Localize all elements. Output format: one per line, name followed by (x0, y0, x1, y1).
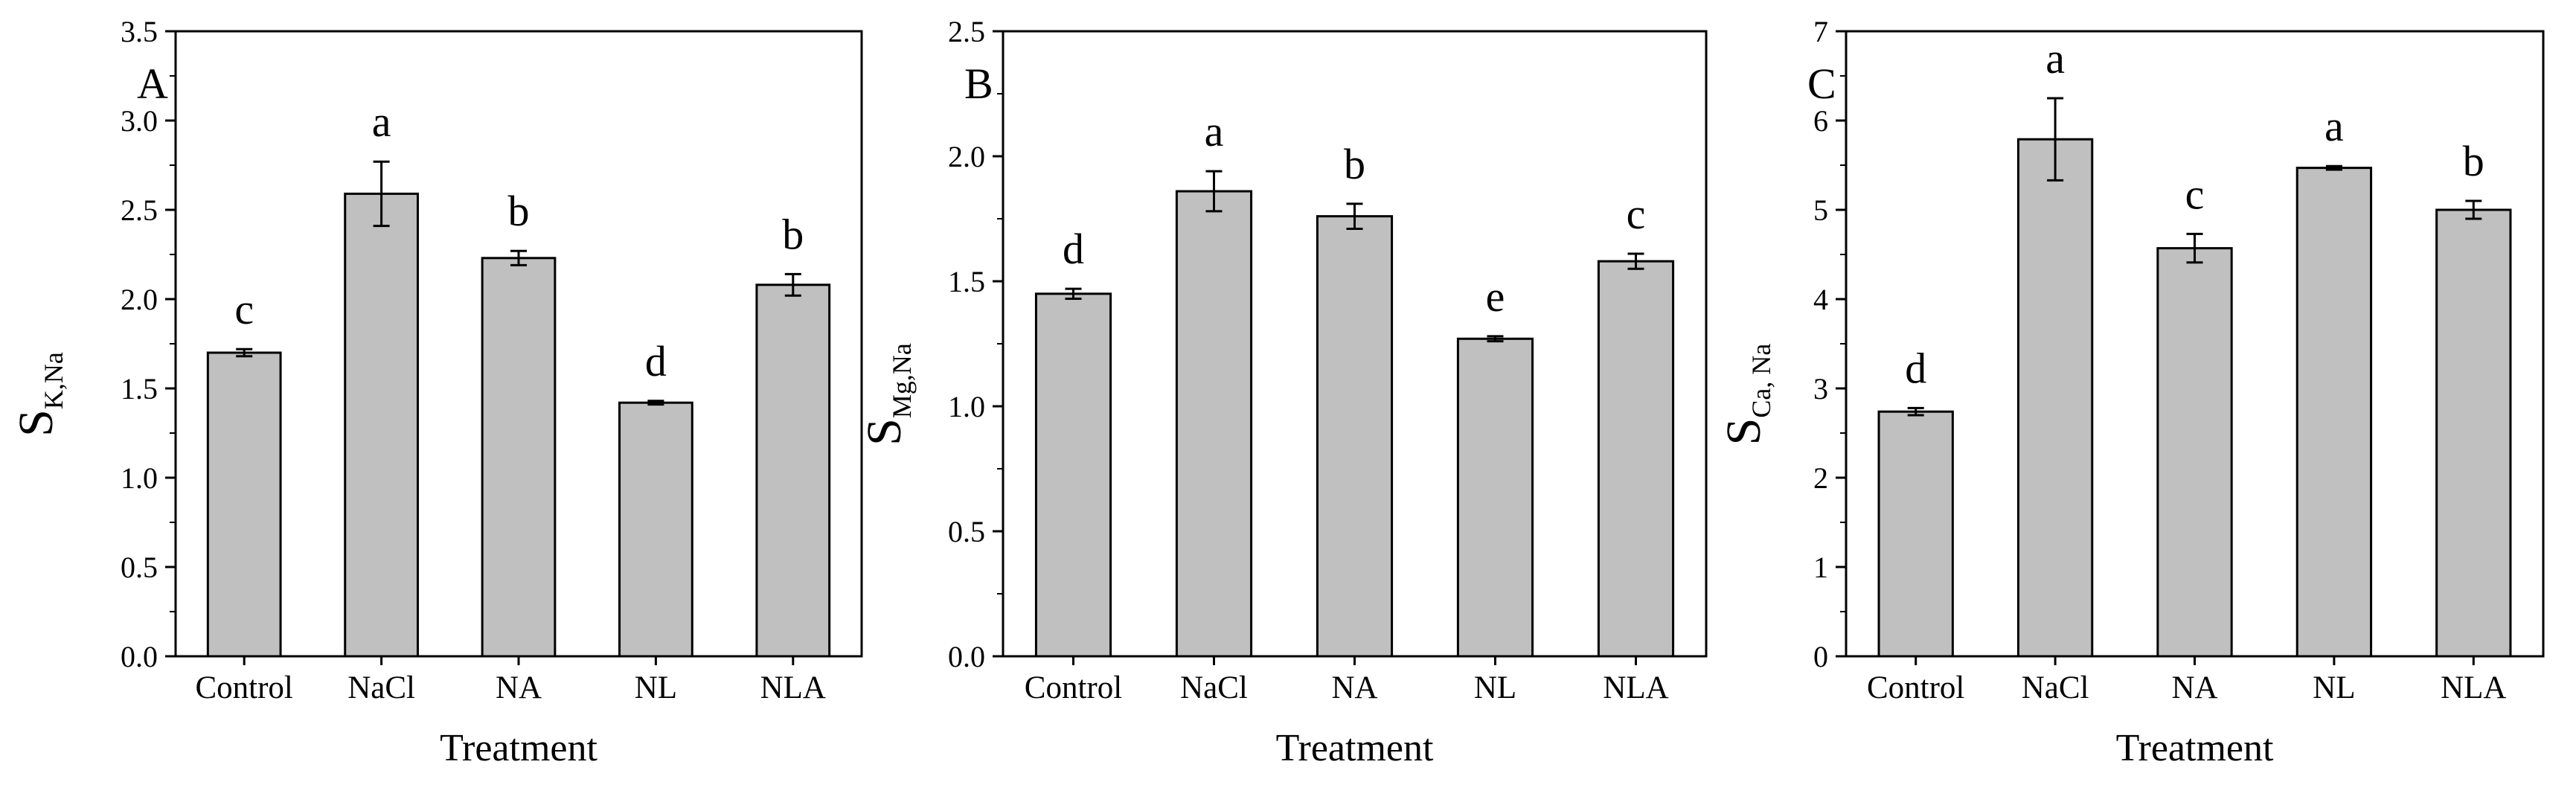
x-tick-label: Control (1025, 670, 1122, 705)
y-tick-label: 6 (1813, 104, 1828, 138)
bar-na (1316, 215, 1394, 658)
y-tick-label: 2.0 (948, 140, 985, 173)
y-axis-title: SMg,Na (857, 343, 917, 446)
bar-nacl (2016, 138, 2094, 658)
x-tick-label: NL (1474, 670, 1516, 705)
y-axis-title: SK,Na (9, 352, 68, 437)
bar-control (1877, 410, 1954, 658)
bar-na (481, 257, 557, 658)
x-tick-label: NLA (760, 670, 826, 705)
y-tick-label: 3 (1813, 372, 1828, 406)
y-axis-title-subscript: Ca, Na (1746, 344, 1776, 418)
bar-nl (618, 401, 693, 658)
panel-a: 0.0 0.5 1.0 1.5 2.0 2.5 3.0 3.5 c Control a NaCl b NA… (9, 15, 863, 769)
panel-b: 0.0 0.5 1.0 1.5 2.0 2.5 d Control a NaCl b NA e NL c NL… (857, 15, 1708, 769)
bar-nacl (1175, 190, 1253, 658)
y-tick-label: 5 (1813, 193, 1828, 227)
y-axis-title-subscript: K,Na (39, 352, 68, 409)
y-tick-label: 1.5 (948, 265, 985, 298)
panel-letter: B (964, 60, 993, 108)
y-tick-label: 0.0 (121, 640, 158, 673)
x-axis-title: Treatment (2116, 727, 2274, 769)
bar-na (2156, 247, 2233, 658)
y-tick-label: 0.0 (948, 640, 985, 673)
x-tick-label: NLA (2441, 670, 2506, 705)
bar-nla (755, 283, 831, 658)
y-tick-label: 2 (1813, 461, 1828, 495)
x-tick-label: NLA (1603, 670, 1668, 705)
y-tick-label: 1.0 (121, 461, 158, 495)
y-axis-title: SCa, Na (1717, 344, 1776, 446)
y-tick-label: 0.5 (948, 515, 985, 548)
x-tick-label: Control (195, 670, 292, 705)
y-tick-label: 2.0 (121, 283, 158, 316)
x-tick-label: NL (2313, 670, 2355, 705)
y-axis-title-main: S (857, 418, 911, 446)
panel-letter: A (137, 60, 168, 108)
significance-letter: a (2045, 34, 2065, 83)
x-tick-label: Control (1867, 670, 1964, 705)
significance-letter: a (1205, 107, 1224, 156)
x-tick-label: NaCl (1180, 670, 1248, 705)
y-tick-label: 2.5 (948, 15, 985, 48)
y-tick-label: 1.0 (948, 390, 985, 423)
y-tick-label: 3.5 (121, 15, 158, 48)
significance-letter: a (2325, 102, 2344, 150)
y-tick-label: 1.5 (121, 372, 158, 406)
significance-letter: c (1627, 190, 1646, 238)
bar-control (1034, 292, 1112, 658)
significance-letter: c (234, 285, 254, 333)
panel-letter: C (1807, 60, 1836, 108)
x-tick-label: NaCl (347, 670, 415, 705)
y-axis-title-main: S (1717, 418, 1771, 446)
y-tick-label: 7 (1813, 15, 1828, 48)
bar-nla (2435, 208, 2512, 658)
y-tick-label: 4 (1813, 283, 1828, 316)
significance-letter: b (782, 210, 804, 258)
y-tick-label: 0.5 (121, 551, 158, 584)
significance-letter: a (372, 97, 391, 146)
x-tick-label: NA (2171, 670, 2217, 705)
bar-control (206, 351, 282, 658)
significance-letter: b (508, 187, 530, 235)
x-tick-label: NaCl (2022, 670, 2089, 705)
y-tick-label: 2.5 (121, 193, 158, 227)
significance-letter: b (1344, 140, 1365, 188)
significance-letter: d (645, 337, 667, 385)
x-tick-label: NA (496, 670, 542, 705)
panel-c: 0 1 2 3 4 5 6 7 d Control a NaCl c NA a NL b NLA Treatment… (1717, 15, 2545, 769)
y-tick-label: 1 (1813, 551, 1828, 584)
bar-nla (1597, 260, 1675, 658)
y-axis-title-subscript: Mg,Na (887, 343, 917, 418)
significance-letter: c (2185, 170, 2205, 218)
significance-letter: e (1486, 272, 1505, 321)
bar-nacl (344, 192, 419, 658)
y-tick-label: 3.0 (121, 104, 158, 138)
x-tick-label: NL (635, 670, 677, 705)
x-tick-label: NA (1331, 670, 1377, 705)
significance-letter: d (1063, 225, 1084, 273)
bar-nl (1456, 337, 1534, 658)
significance-letter: b (2463, 137, 2484, 185)
bar-nl (2295, 167, 2373, 658)
significance-letter: d (1905, 344, 1926, 392)
y-tick-label: 0 (1813, 640, 1828, 673)
x-axis-title: Treatment (440, 727, 597, 769)
x-axis-title: Treatment (1276, 727, 1434, 769)
y-axis-title-main: S (9, 409, 63, 437)
